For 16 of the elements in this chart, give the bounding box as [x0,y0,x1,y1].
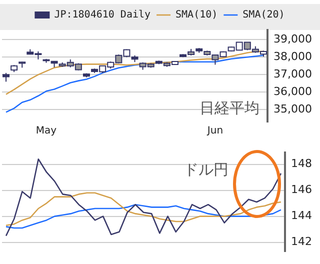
legend-label: SMA(10) [176,10,218,21]
y-tick-label: 146 [291,183,312,196]
legend-label: SMA(20) [242,10,285,21]
y-tick-label: 38,000 [274,50,312,64]
y-tick-label: 36,000 [274,85,312,98]
annotation: 日経平均 [200,99,260,118]
y-tick-label: 142 [291,235,312,248]
y-tick-label: 148 [291,157,312,170]
y-tick-label: 144 [291,209,312,222]
x-tick-label: Jun [206,126,224,137]
x-tick-label: May [36,126,57,137]
legend-label: JP:1804610 Daily [54,10,151,21]
y-tick-label: 39,000 [274,32,312,46]
annotation: ドル円 [183,160,228,178]
y-tick-label: 37,000 [274,68,312,81]
y-tick-label: 35,000 [274,102,312,116]
